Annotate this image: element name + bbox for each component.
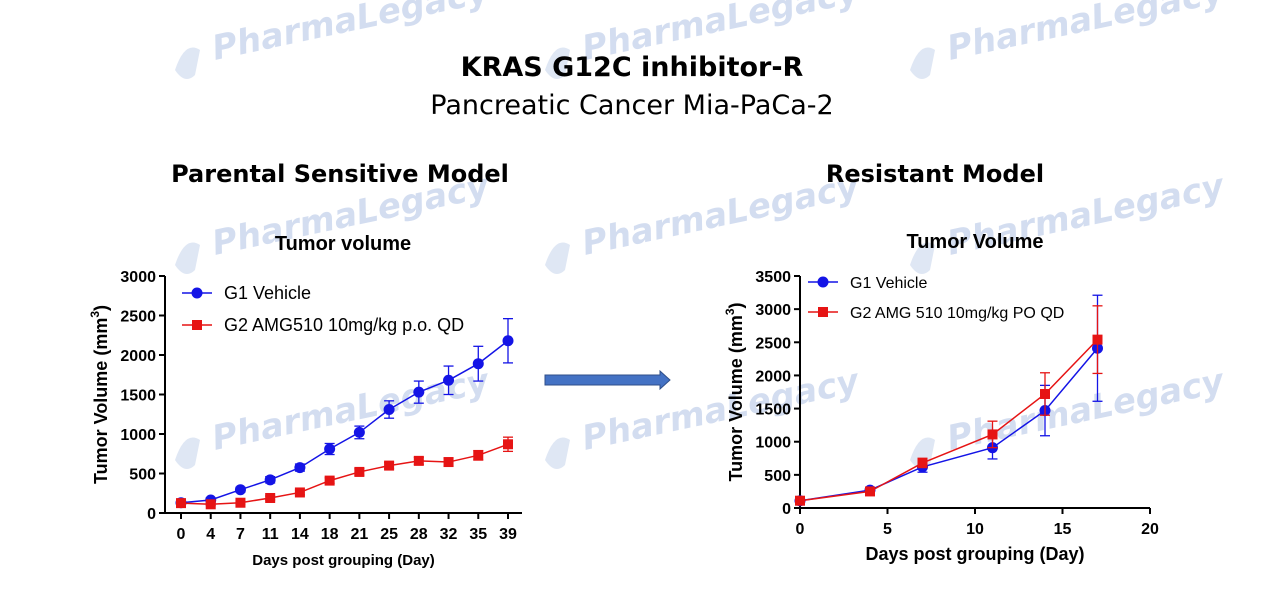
left-y-tick-label: 500 bbox=[129, 467, 156, 484]
left-data-point bbox=[235, 497, 246, 508]
watermark-logo-icon bbox=[545, 437, 570, 469]
right-chart-title: Tumor Volume bbox=[906, 231, 1043, 253]
left-x-tick-label: 35 bbox=[469, 526, 487, 543]
left-x-tick-label: 25 bbox=[380, 526, 398, 543]
right-legend-label: G1 Vehicle bbox=[850, 275, 927, 292]
left-panel-title: Parental Sensitive Model bbox=[171, 160, 509, 188]
left-x-tick-label: 28 bbox=[410, 526, 428, 543]
right-data-point bbox=[1092, 334, 1103, 345]
right-y-tick-label: 0 bbox=[782, 501, 791, 518]
watermark-logo-icon bbox=[910, 242, 935, 274]
right-y-tick-label: 3500 bbox=[755, 269, 791, 286]
right-y-tick-label: 2500 bbox=[755, 335, 791, 352]
left-data-point bbox=[354, 466, 365, 477]
right-legend-marker bbox=[817, 276, 829, 288]
left-data-point bbox=[324, 475, 335, 486]
left-y-tick-label: 0 bbox=[147, 506, 156, 523]
left-legend-label: G1 Vehicle bbox=[224, 283, 311, 303]
right-chart: Tumor Volume 0 500 1000 1500 2000 2500 3000 3500… bbox=[723, 231, 1159, 564]
left-data-point bbox=[353, 426, 365, 438]
left-x-tick-label: 18 bbox=[321, 526, 339, 543]
right-series-line bbox=[799, 339, 1099, 502]
right-x-tick-label: 0 bbox=[796, 521, 805, 538]
left-y-axis-label: Tumor Volume (mm3) bbox=[88, 305, 111, 484]
right-data-point bbox=[917, 457, 928, 468]
left-x-tick-label: 21 bbox=[350, 526, 368, 543]
watermark-logo-icon bbox=[175, 437, 200, 469]
right-legend-marker bbox=[818, 307, 828, 317]
left-data-point bbox=[503, 439, 513, 450]
left-legend-label: G2 AMG510 10mg/kg p.o. QD bbox=[224, 315, 464, 335]
watermark-logo-icon bbox=[910, 47, 935, 79]
right-y-axis-label: Tumor Volume (mm3) bbox=[723, 302, 746, 481]
left-y-tick-label: 2000 bbox=[120, 348, 156, 365]
right-data-point bbox=[987, 429, 998, 440]
left-data-point bbox=[472, 358, 484, 370]
watermark-logo-icon bbox=[175, 242, 200, 274]
left-y-tick-label: 1000 bbox=[120, 427, 156, 444]
right-legend-label: G2 AMG 510 10mg/kg PO QD bbox=[850, 305, 1064, 322]
right-y-tick-label: 1000 bbox=[755, 435, 791, 452]
right-data-point bbox=[865, 486, 875, 497]
right-y-tick-label: 2000 bbox=[755, 368, 791, 385]
left-x-tick-label: 32 bbox=[440, 526, 458, 543]
left-chart-title: Tumor volume bbox=[275, 233, 411, 255]
left-data-point bbox=[383, 404, 395, 416]
left-data-point bbox=[234, 484, 246, 496]
left-legend-marker bbox=[192, 320, 202, 330]
left-x-tick-label: 14 bbox=[291, 526, 309, 543]
left-y-tick-label: 3000 bbox=[120, 269, 156, 286]
left-series-1 bbox=[175, 318, 514, 509]
left-series-2 bbox=[176, 436, 513, 510]
left-x-axis-label: Days post grouping (Day) bbox=[252, 552, 435, 569]
right-y-tick-label: 1500 bbox=[755, 402, 791, 419]
left-y-tick-label: 1500 bbox=[120, 388, 156, 405]
left-x-tick-label: 0 bbox=[177, 526, 186, 543]
right-y-tick-label: 500 bbox=[764, 468, 791, 485]
left-x-tick-label: 4 bbox=[206, 526, 215, 543]
left-series-line bbox=[180, 340, 509, 504]
right-series-2 bbox=[795, 305, 1103, 506]
left-data-point bbox=[294, 487, 305, 498]
right-panel-title: Resistant Model bbox=[825, 160, 1045, 188]
page-subtitle: Pancreatic Cancer Mia-PaCa-2 bbox=[430, 90, 834, 121]
right-data-point bbox=[795, 495, 805, 506]
left-data-point bbox=[294, 462, 306, 474]
left-data-point bbox=[413, 386, 425, 398]
left-data-point bbox=[473, 450, 484, 461]
left-data-point bbox=[443, 374, 455, 386]
left-legend-marker bbox=[191, 287, 203, 299]
left-data-point bbox=[265, 492, 276, 503]
right-y-tick-label: 3000 bbox=[755, 302, 791, 319]
left-data-point bbox=[384, 460, 395, 471]
right-x-tick-label: 5 bbox=[883, 521, 892, 538]
left-x-tick-label: 11 bbox=[262, 526, 279, 543]
page-title: KRAS G12C inhibitor-R bbox=[460, 52, 804, 83]
left-data-point bbox=[324, 443, 336, 455]
right-x-axis-label: Days post grouping (Day) bbox=[865, 544, 1084, 564]
left-data-point bbox=[443, 457, 454, 468]
watermark-logo-icon bbox=[545, 47, 570, 79]
right-x-tick-label: 10 bbox=[966, 521, 984, 538]
left-x-tick-label: 39 bbox=[499, 526, 517, 543]
watermark-logo-icon bbox=[545, 242, 570, 274]
left-y-tick-label: 2500 bbox=[120, 309, 156, 326]
left-data-point bbox=[205, 499, 216, 510]
transition-arrow-icon bbox=[544, 369, 671, 391]
left-data-point bbox=[176, 498, 186, 509]
left-data-point bbox=[413, 455, 424, 466]
left-x-tick-label: 7 bbox=[236, 526, 245, 543]
right-series-line bbox=[799, 347, 1099, 502]
right-x-tick-label: 15 bbox=[1054, 521, 1072, 538]
right-x-tick-label: 20 bbox=[1141, 521, 1159, 538]
left-series-line bbox=[180, 443, 509, 506]
left-data-point bbox=[502, 335, 514, 347]
right-data-point bbox=[1040, 388, 1050, 399]
right-series-1 bbox=[794, 294, 1103, 507]
left-data-point bbox=[264, 474, 276, 486]
watermark-logo-icon bbox=[175, 47, 200, 79]
